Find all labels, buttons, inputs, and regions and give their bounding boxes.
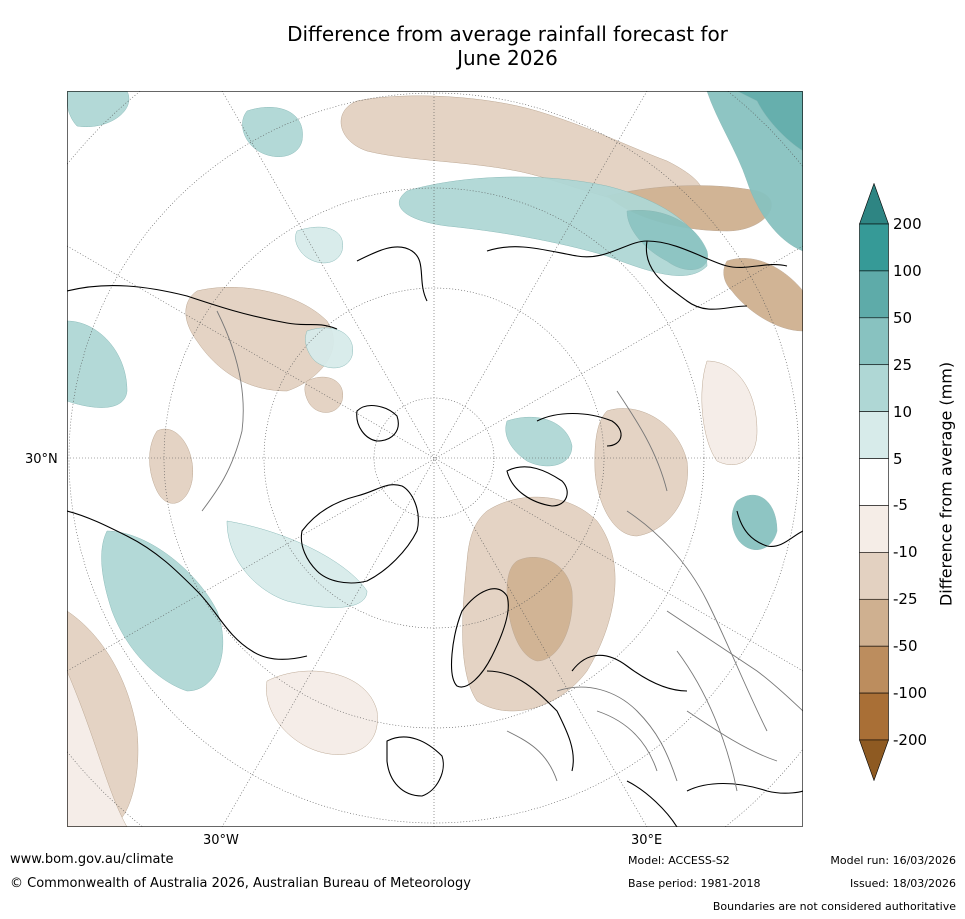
colorbar-swatch (859, 411, 889, 459)
wet-anomaly-regions (67, 91, 803, 692)
colorbar-tick-label: 10 (893, 402, 913, 421)
colorbar-tick-label: -100 (893, 684, 928, 703)
lon-30w-label: 30°W (203, 833, 239, 848)
colorbar-extend-bottom (859, 739, 889, 782)
model-run-date: Model run: 16/03/2026 (830, 854, 956, 867)
colorbar-tick-label: -50 (893, 637, 918, 656)
colorbar-extend-top (859, 182, 889, 225)
lon-30e-label: 30°E (631, 833, 663, 848)
title-line-1: Difference from average rainfall forecas… (287, 22, 728, 46)
colorbar-swatch (859, 645, 889, 694)
colorbar-swatch (859, 692, 889, 741)
lat-30n-label: 30°N (25, 452, 58, 467)
colorbar-tick-label: -25 (893, 590, 918, 609)
colorbar-tick-label: 100 (893, 261, 922, 280)
colorbar-swatch (859, 505, 889, 553)
colorbar-tick-label: -10 (893, 543, 918, 562)
title-line-2: June 2026 (457, 46, 558, 70)
colorbar-tick-label: -200 (893, 731, 928, 749)
country-borders (201, 310, 803, 792)
forecast-map (67, 91, 803, 827)
colorbar-swatch (859, 364, 889, 412)
graticule (67, 91, 803, 827)
colorbar-tick-label: 200 (893, 215, 922, 233)
website-link[interactable]: www.bom.gov.au/climate (10, 852, 174, 867)
copyright-text: © Commonwealth of Australia 2026, Austra… (10, 876, 471, 891)
model-name: Model: ACCESS-S2 (628, 854, 730, 867)
colorbar-scale (859, 182, 889, 782)
colorbar-swatch (859, 270, 889, 319)
issued-date: Issued: 18/03/2026 (849, 877, 956, 890)
colorbar-tick-label: 5 (893, 449, 903, 468)
colorbar-swatch (859, 598, 889, 647)
colorbar-swatch (859, 552, 889, 600)
colorbar-swatch (859, 223, 889, 272)
coastlines (67, 240, 803, 827)
map-canvas (67, 91, 803, 827)
colorbar-title: Difference from average (mm) (936, 361, 956, 607)
map-frame (67, 91, 803, 827)
base-period: Base period: 1981-2018 (628, 877, 761, 890)
map-title: Difference from average rainfall forecas… (0, 22, 965, 70)
colorbar (859, 182, 889, 782)
boundary-disclaimer: Boundaries are not considered authoritat… (712, 900, 956, 913)
colorbar-swatch (859, 458, 889, 506)
colorbar-swatch (859, 317, 889, 366)
colorbar-tick-label: 50 (893, 308, 913, 327)
colorbar-tick-label: -5 (893, 496, 908, 515)
colorbar-tick-label: 25 (893, 355, 913, 374)
dry-anomaly-regions (67, 95, 803, 827)
